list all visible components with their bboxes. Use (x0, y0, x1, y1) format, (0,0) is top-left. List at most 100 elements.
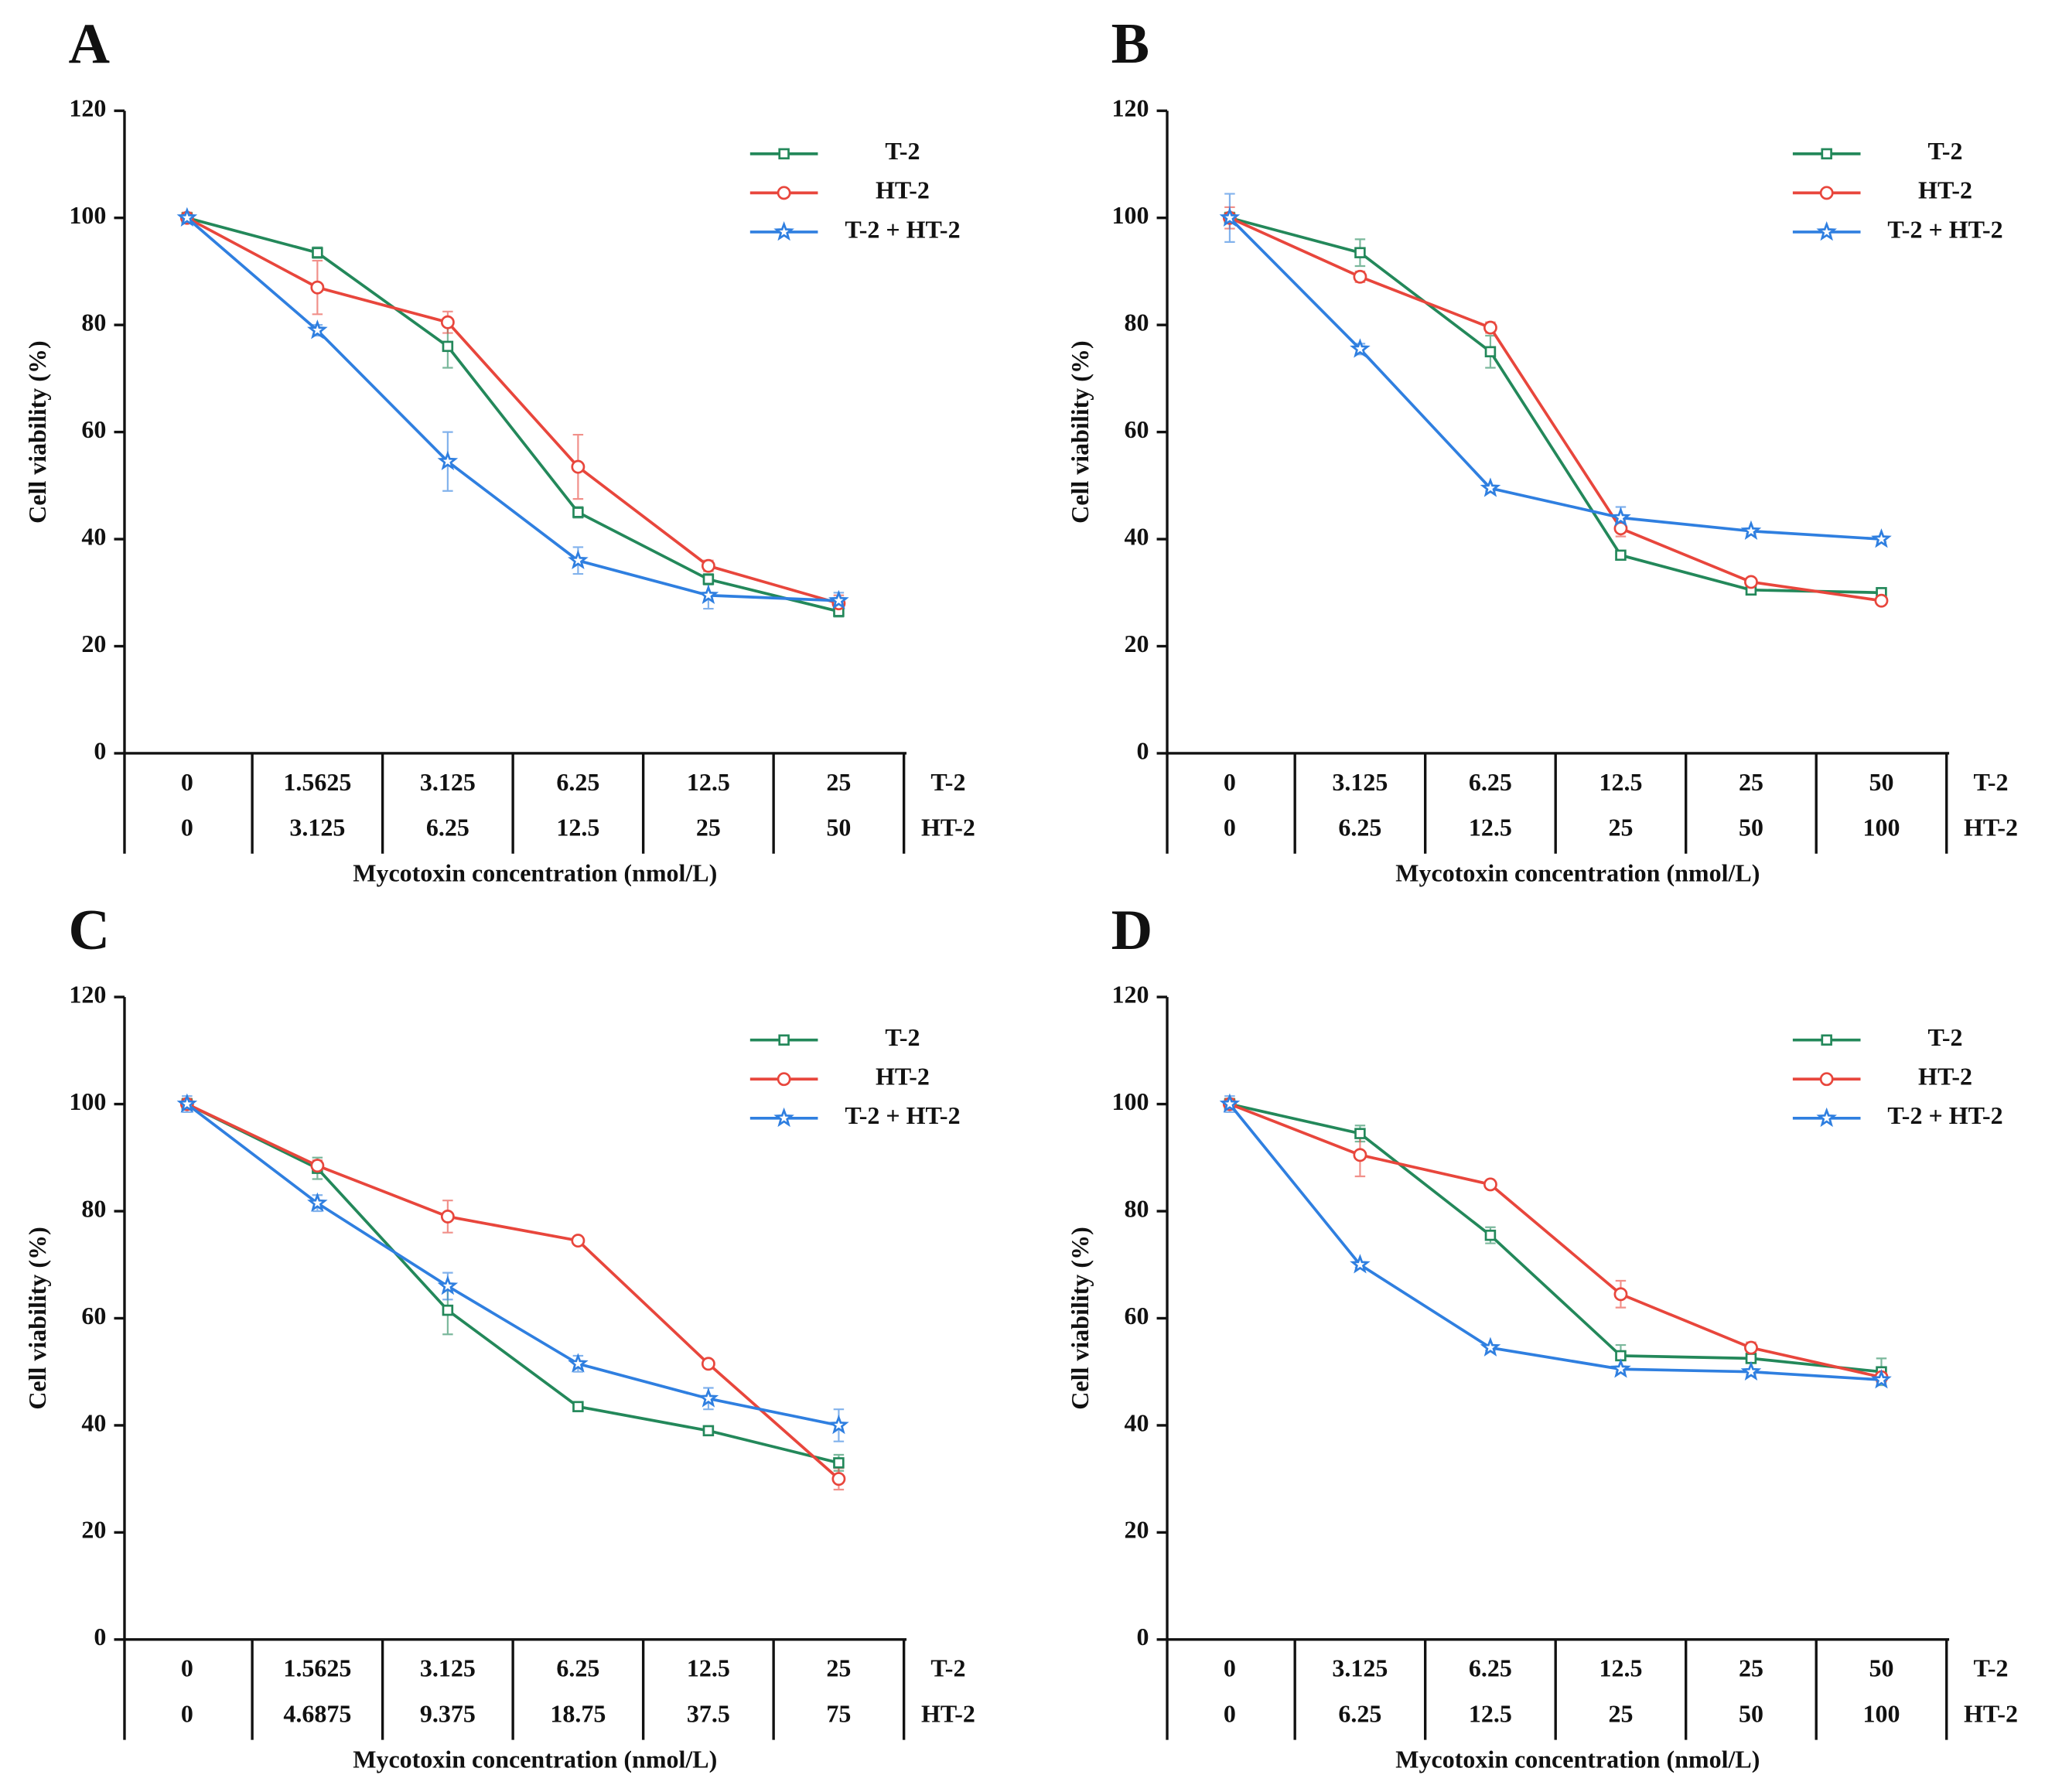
legend-label: HT-2 (1918, 1063, 1972, 1091)
legend-label: HT-2 (876, 176, 930, 204)
legend-label: T-2 (1928, 137, 1963, 165)
marker (572, 507, 584, 518)
x-tick-label: 18.75 (550, 1700, 606, 1728)
marker (307, 319, 328, 340)
x-tick-label: 3.125 (1332, 1654, 1388, 1682)
marker (1484, 1229, 1497, 1241)
marker (1740, 520, 1762, 540)
x-tick-label: 0 (181, 814, 193, 841)
x-tick-label: 25 (1739, 1654, 1763, 1682)
marker (773, 220, 794, 241)
marker (1353, 1148, 1367, 1162)
x-tick-label: 6.25 (556, 768, 599, 796)
legend-label: T-2 (1928, 1023, 1963, 1051)
x-row-name: HT-2 (1964, 814, 2018, 841)
marker (1219, 1093, 1241, 1113)
marker (701, 558, 715, 573)
marker (1354, 247, 1366, 258)
x-tick-label: 50 (1739, 1700, 1763, 1728)
series-line (186, 1102, 840, 1480)
x-tick-label: 0 (181, 1654, 193, 1682)
series-line (1229, 1102, 1882, 1379)
y-axis-label: Cell viability (%) (1066, 340, 1094, 523)
x-tick-label: 12.5 (1469, 814, 1512, 841)
y-tick-label: 0 (94, 1623, 106, 1650)
marker (1871, 1369, 1892, 1389)
series-line (1228, 217, 1882, 541)
series-line (1229, 217, 1882, 602)
y-tick-label: 20 (1124, 630, 1149, 657)
x-tick-label: 12.5 (1599, 768, 1642, 796)
x-row-name: T-2 (930, 1654, 965, 1682)
y-tick-label: 100 (69, 1087, 106, 1115)
x-tick-label: 0 (1224, 1654, 1236, 1682)
marker (1816, 1107, 1837, 1128)
marker (702, 1425, 715, 1437)
panel: B 0 20 40 60 80 100 120 0 3.125 6.25 12.5 25 50 T-2 0 6.… (1066, 12, 2018, 887)
y-tick-label: 100 (69, 201, 106, 229)
marker (1819, 1072, 1834, 1087)
marker (1615, 549, 1627, 561)
marker (437, 1275, 459, 1295)
marker (1871, 528, 1892, 548)
series-line (1229, 216, 1882, 595)
legend-label: T-2 + HT-2 (1887, 215, 2002, 243)
y-tick-label: 20 (1124, 1516, 1149, 1544)
y-tick-label: 60 (1124, 415, 1149, 443)
x-tick-label: 3.125 (289, 814, 345, 841)
y-tick-label: 40 (1124, 522, 1149, 550)
y-axis-label: Cell viability (%) (23, 340, 51, 523)
x-row-name: HT-2 (921, 1700, 975, 1728)
marker (571, 459, 586, 474)
marker (1484, 346, 1497, 358)
marker (568, 549, 589, 570)
x-tick-label: 37.5 (687, 1700, 730, 1728)
x-tick-label: 12.5 (687, 1654, 730, 1682)
marker (1350, 1254, 1371, 1274)
x-tick-label: 1.5625 (283, 1654, 351, 1682)
x-tick-label: 4.6875 (283, 1700, 351, 1728)
x-row-name: HT-2 (1964, 1700, 2018, 1728)
y-tick-label: 60 (81, 415, 106, 443)
series-line (186, 1103, 839, 1427)
x-tick-label: 6.25 (1469, 768, 1512, 796)
x-tick-label: 100 (1862, 814, 1900, 841)
marker (571, 1234, 586, 1248)
legend-label: T-2 + HT-2 (845, 1101, 960, 1129)
y-tick-label: 120 (69, 980, 106, 1008)
x-tick-label: 6.25 (556, 1654, 599, 1682)
x-tick-label: 50 (1869, 1654, 1893, 1682)
x-tick-label: 3.125 (420, 1654, 476, 1682)
marker (1354, 1128, 1366, 1139)
marker (176, 1093, 198, 1113)
marker (1480, 477, 1501, 497)
x-tick-label: 1.5625 (283, 768, 351, 796)
x-tick-label: 6.25 (426, 814, 469, 841)
marker (176, 207, 198, 227)
legend-label: T-2 (885, 1023, 920, 1051)
x-tick-label: 75 (826, 1700, 851, 1728)
marker (437, 450, 459, 470)
x-tick-label: 0 (1224, 1700, 1236, 1728)
x-tick-label: 25 (1608, 1700, 1633, 1728)
marker (1480, 1336, 1501, 1357)
panel: D 0 20 40 60 80 100 120 0 3.125 6.25 12.5 25 50 T-2 0 6.… (1066, 899, 2018, 1773)
marker (1874, 593, 1889, 608)
marker (833, 1457, 845, 1469)
marker (1610, 507, 1631, 527)
panel-label: B (1111, 12, 1149, 76)
marker (312, 247, 323, 258)
x-tick-label: 6.25 (1469, 1654, 1512, 1682)
marker (778, 1034, 790, 1046)
x-tick-label: 6.25 (1338, 1700, 1381, 1728)
marker (1483, 320, 1497, 335)
marker (1350, 338, 1371, 358)
x-axis-label: Mycotoxin concentration (nmol/L) (353, 859, 717, 887)
x-row-name: HT-2 (921, 814, 975, 841)
panel-label: D (1111, 899, 1153, 962)
y-tick-label: 60 (81, 1302, 106, 1329)
x-tick-label: 0 (1224, 814, 1236, 841)
panel-label: A (69, 12, 111, 76)
y-tick-label: 120 (1111, 94, 1149, 122)
